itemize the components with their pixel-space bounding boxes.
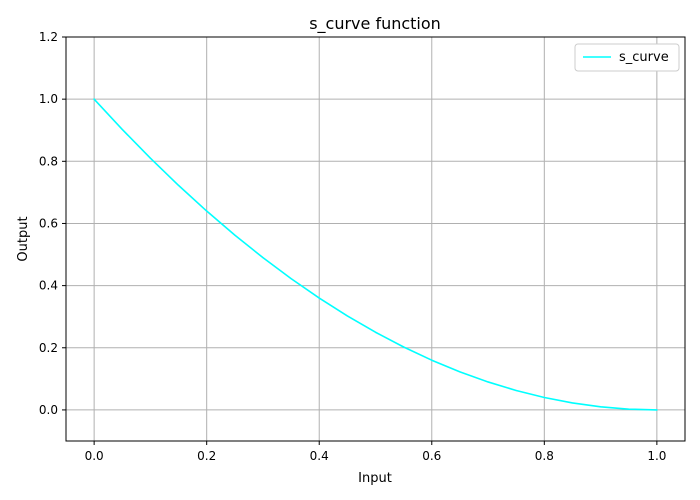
x-tick-label: 0.8	[535, 449, 554, 463]
data-point	[459, 371, 461, 373]
data-point	[487, 381, 489, 383]
legend: s_curve	[574, 43, 680, 72]
data-point	[93, 98, 95, 100]
data-point	[431, 359, 433, 361]
x-tick-label: 0.0	[85, 449, 104, 463]
data-point	[206, 210, 208, 212]
y-tick-label: 0.6	[39, 216, 58, 230]
x-tick-label: 1.0	[647, 449, 666, 463]
data-point	[290, 278, 292, 280]
y-tick-label: 0.0	[39, 403, 58, 417]
data-point	[262, 257, 264, 259]
plot-frame	[65, 36, 686, 442]
y-tick-label: 1.2	[39, 30, 58, 44]
x-axis-label: Input	[358, 471, 392, 486]
y-axis-ticks: 0.0 0.2 0.4 0.6 0.8 1.0 1.2	[39, 30, 66, 417]
data-point	[628, 408, 630, 410]
data-point	[403, 346, 405, 348]
data-point	[234, 234, 236, 236]
data-point	[346, 315, 348, 317]
chart-title: s_curve function	[309, 14, 441, 34]
y-tick-label: 0.4	[39, 279, 58, 293]
data-point	[543, 396, 545, 399]
x-tick-label: 0.4	[310, 449, 329, 463]
data-point	[374, 331, 377, 333]
y-tick-label: 0.2	[39, 341, 58, 355]
y-axis-label: Output	[16, 216, 31, 261]
data-point	[515, 389, 517, 392]
x-tick-label: 0.2	[197, 449, 216, 463]
legend-box	[574, 43, 680, 72]
data-point	[599, 406, 602, 408]
x-axis-ticks: 0.0 0.2 0.4 0.6 0.8 1.0	[85, 441, 666, 463]
series-layer	[93, 98, 658, 411]
y-tick-label: 1.0	[39, 92, 58, 106]
data-point	[318, 297, 320, 299]
data-point	[177, 184, 180, 186]
data-point	[656, 409, 658, 411]
data-point	[571, 402, 574, 404]
y-tick-label: 0.8	[39, 154, 58, 168]
data-point	[149, 157, 152, 159]
data-point	[121, 128, 123, 131]
legend-label: s_curve	[619, 50, 669, 65]
grid-lines	[66, 36, 685, 441]
series-line-s-curve	[93, 98, 658, 411]
x-tick-label: 0.6	[422, 449, 441, 463]
